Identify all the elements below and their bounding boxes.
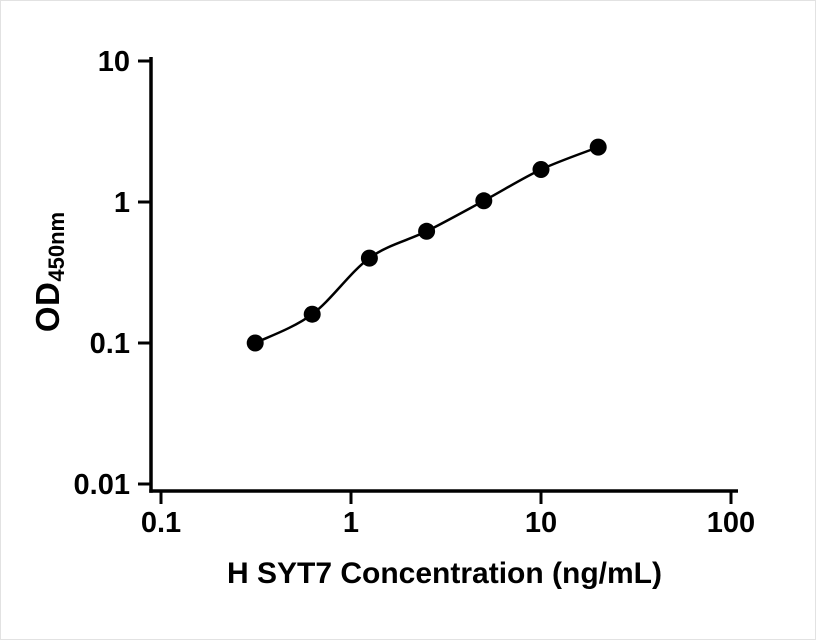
data-point-marker [303,305,321,323]
x-axis-title: H SYT7 Concentration (ng/mL) [227,557,662,590]
data-point-marker [360,249,378,267]
x-tick-label: 100 [707,507,755,539]
y-tick-label: 10 [98,46,130,78]
x-tick-label: 0.1 [141,507,181,539]
data-point-marker [246,334,264,352]
y-axis-title: OD450nm [29,211,69,333]
data-point-marker [589,138,607,156]
x-tick-label: 1 [343,507,359,539]
y-axis-title-subscript: 450nm [44,211,69,282]
y-tick-label: 0.01 [74,469,130,501]
x-tick-label: 10 [525,507,557,539]
y-tick-label: 1 [114,187,130,219]
y-tick-label: 0.1 [90,328,130,360]
data-point-marker [475,192,493,210]
data-point-marker [532,161,550,178]
y-axis-title-main: OD [29,281,66,333]
data-point-marker [418,222,436,240]
